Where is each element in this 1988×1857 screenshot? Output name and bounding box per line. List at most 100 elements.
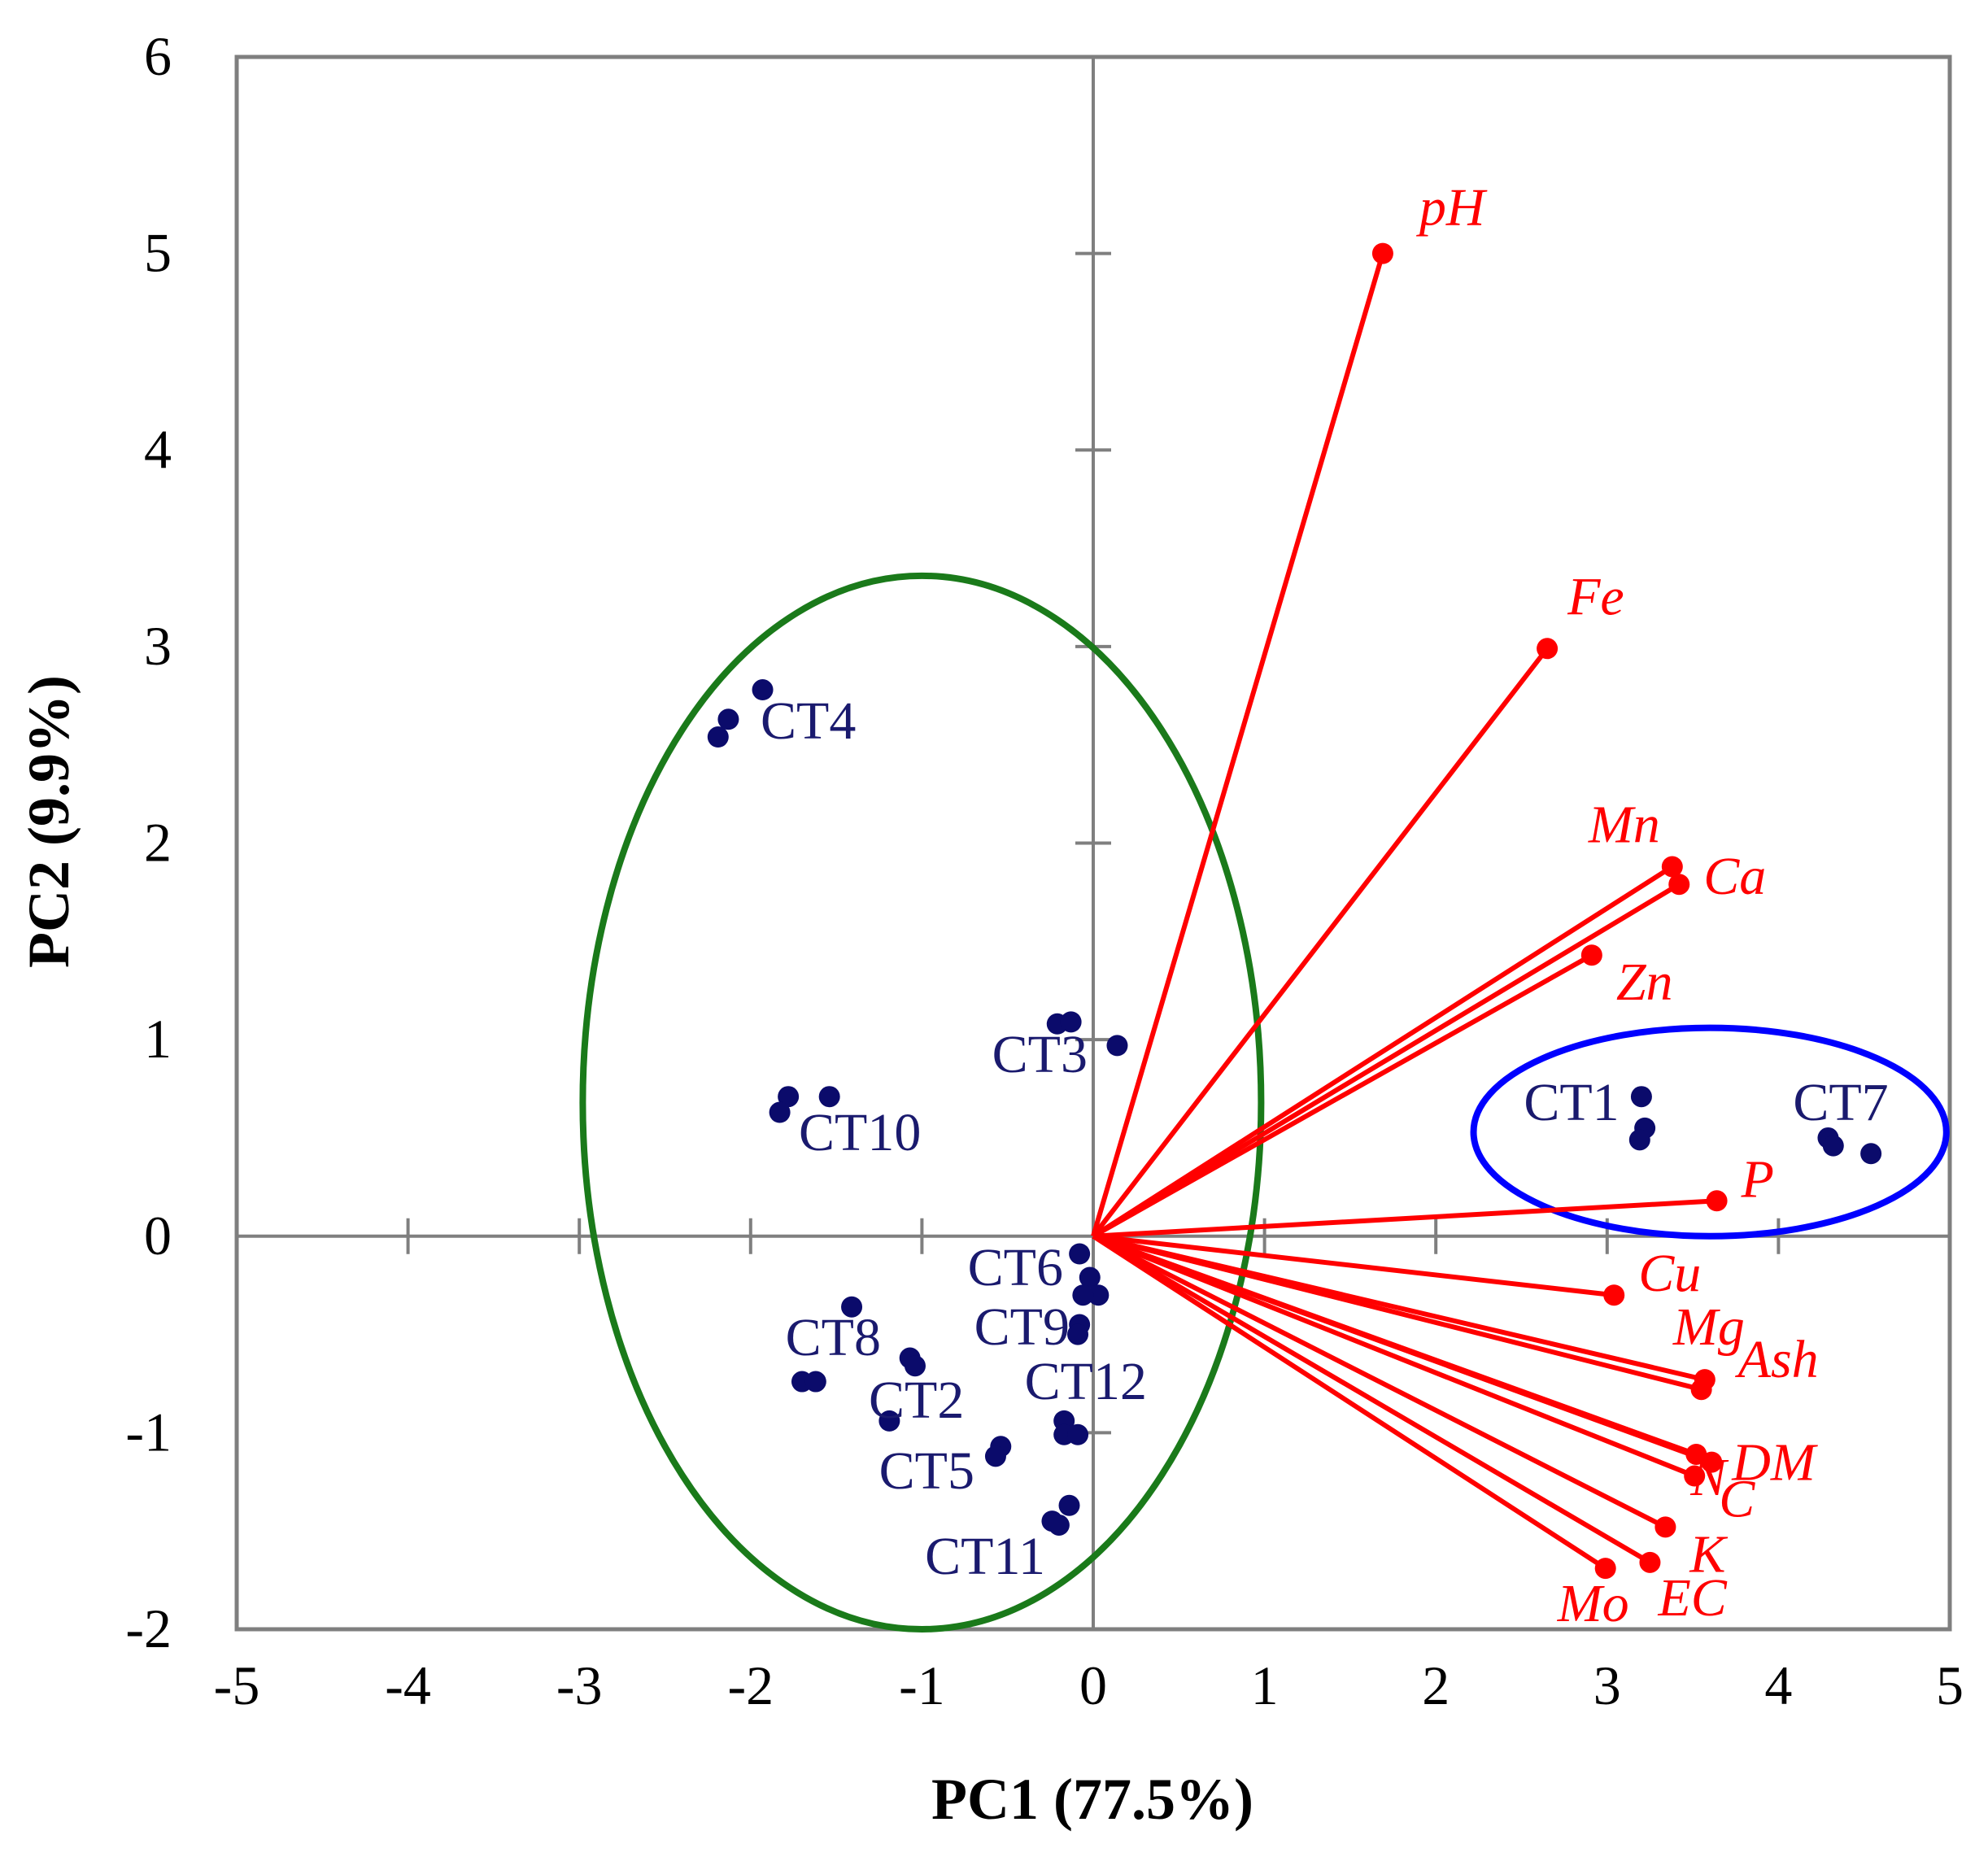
sample-point-ct10 [769,1101,791,1123]
vector-point-k [1654,1516,1676,1538]
x-tick-label: -3 [556,1654,603,1716]
x-tick-label: -2 [727,1654,774,1716]
x-tick-label: -5 [214,1654,260,1716]
sample-point-ct4 [752,679,774,701]
y-tick-label: -2 [125,1598,172,1659]
vector-point-p [1706,1190,1728,1212]
vector-line-ec [1092,1234,1651,1565]
x-tick-label: 0 [1079,1654,1107,1716]
variable-label-ec: EC [1657,1568,1727,1628]
sample-label-ct9: CT9 [974,1297,1070,1357]
sample-point-ct8 [841,1296,863,1318]
y-tick-label: 1 [144,1008,172,1070]
sample-point-ct2 [878,1410,900,1432]
sample-point-ct11 [1058,1494,1080,1516]
vector-line-c [1092,1233,1696,1479]
y-tick-label: 4 [144,418,172,480]
sample-point-ct1 [1628,1129,1650,1151]
vector-line-p [1092,1198,1717,1239]
vector-line-k [1092,1234,1667,1530]
vector-point-mn [1661,856,1683,878]
x-tick-label: 2 [1422,1654,1450,1716]
sample-point-ct3 [1106,1035,1128,1057]
ellipse-left-group [579,572,1265,1633]
x-tick-label: 4 [1764,1654,1792,1716]
variable-label-ph: pH [1416,178,1488,238]
sample-label-ct6: CT6 [968,1238,1063,1297]
vector-line-ash [1092,1233,1702,1393]
sample-point-ct9 [1072,1284,1094,1306]
variable-label-mn: Mn [1588,795,1660,854]
vector-line-zn [1092,952,1593,1239]
y-tick-label: 3 [144,615,172,677]
vector-point-cu [1603,1284,1625,1306]
vector-point-fe [1537,638,1559,660]
variable-vectors [1091,242,1728,1580]
sample-point-ct6 [1069,1243,1091,1265]
x-tick-label: 5 [1936,1654,1964,1716]
sample-point-ct3 [1060,1011,1082,1033]
sample-label-ct3: CT3 [992,1025,1088,1084]
sample-point-ct10 [778,1086,800,1108]
sample-point-ct10 [818,1086,840,1108]
variable-label-n: N [1689,1448,1729,1507]
sample-point-ct2 [904,1355,926,1377]
sample-label-ct5: CT5 [879,1441,974,1501]
vector-point-dm [1701,1451,1723,1473]
sample-label-ct8: CT8 [786,1308,881,1367]
sample-point-ct7 [1822,1135,1844,1157]
sample-label-ct12: CT12 [1025,1352,1147,1411]
sample-point-ct9 [1088,1284,1110,1306]
variable-label-p: P [1741,1149,1774,1209]
ellipse-layer [579,572,1950,1633]
x-tick-label: -1 [899,1654,945,1716]
vector-point-ph [1371,242,1393,264]
vector-point-ec [1639,1551,1661,1573]
sample-label-ct2: CT2 [869,1371,964,1430]
sample-point-ct12 [1067,1423,1089,1445]
vector-point-zn [1580,944,1602,966]
sample-point-ct8 [804,1371,826,1393]
sample-points [707,679,1882,1536]
x-tick-label: 1 [1251,1654,1279,1716]
variable-label-dm: DM [1731,1433,1819,1493]
variable-label-mo: Mo [1557,1574,1629,1633]
sample-label-ct1: CT1 [1524,1073,1619,1132]
sample-point-ct7 [1860,1143,1882,1165]
y-axis-title: PC2 (9.9%) [16,675,81,968]
variable-label-zn: Zn [1616,952,1673,1012]
vector-line-mo [1092,1234,1607,1571]
vector-point-ca [1668,874,1690,896]
y-tick-label: 0 [144,1205,172,1266]
sample-label-ct11: CT11 [925,1527,1045,1586]
vector-line-ca [1092,882,1681,1239]
sample-point-ct6 [1079,1266,1101,1288]
vector-line-mn [1092,864,1674,1239]
x-tick-label: 3 [1593,1654,1621,1716]
vector-point-c [1684,1465,1706,1487]
y-tick-label: 6 [144,25,172,87]
sample-label-ct4: CT4 [761,691,856,751]
vector-line-fe [1091,647,1550,1238]
vector-point-ash [1690,1379,1712,1401]
variable-label-cu: Cu [1638,1244,1701,1303]
vector-line-cu [1092,1233,1615,1298]
variable-label-k: K [1689,1524,1728,1584]
sample-point-ct4 [717,708,739,730]
vector-line-dm [1092,1233,1713,1465]
variable-label-ash: Ash [1735,1330,1819,1389]
y-tick-label: -1 [125,1401,172,1462]
y-tick-label: 2 [144,812,172,874]
variable-label-mg: Mg [1672,1297,1745,1357]
variable-label-ca: Ca [1703,847,1766,906]
y-tick-label: 5 [144,222,172,284]
sample-point-ct9 [1067,1323,1089,1345]
ellipse-right-group [1470,1024,1950,1240]
x-axis-title: PC1 (77.5%) [931,1767,1253,1832]
sample-label-ct10: CT10 [799,1103,921,1162]
sample-point-ct5 [984,1445,1006,1467]
sample-point-ct1 [1630,1086,1652,1108]
sample-point-ct4 [707,726,729,748]
